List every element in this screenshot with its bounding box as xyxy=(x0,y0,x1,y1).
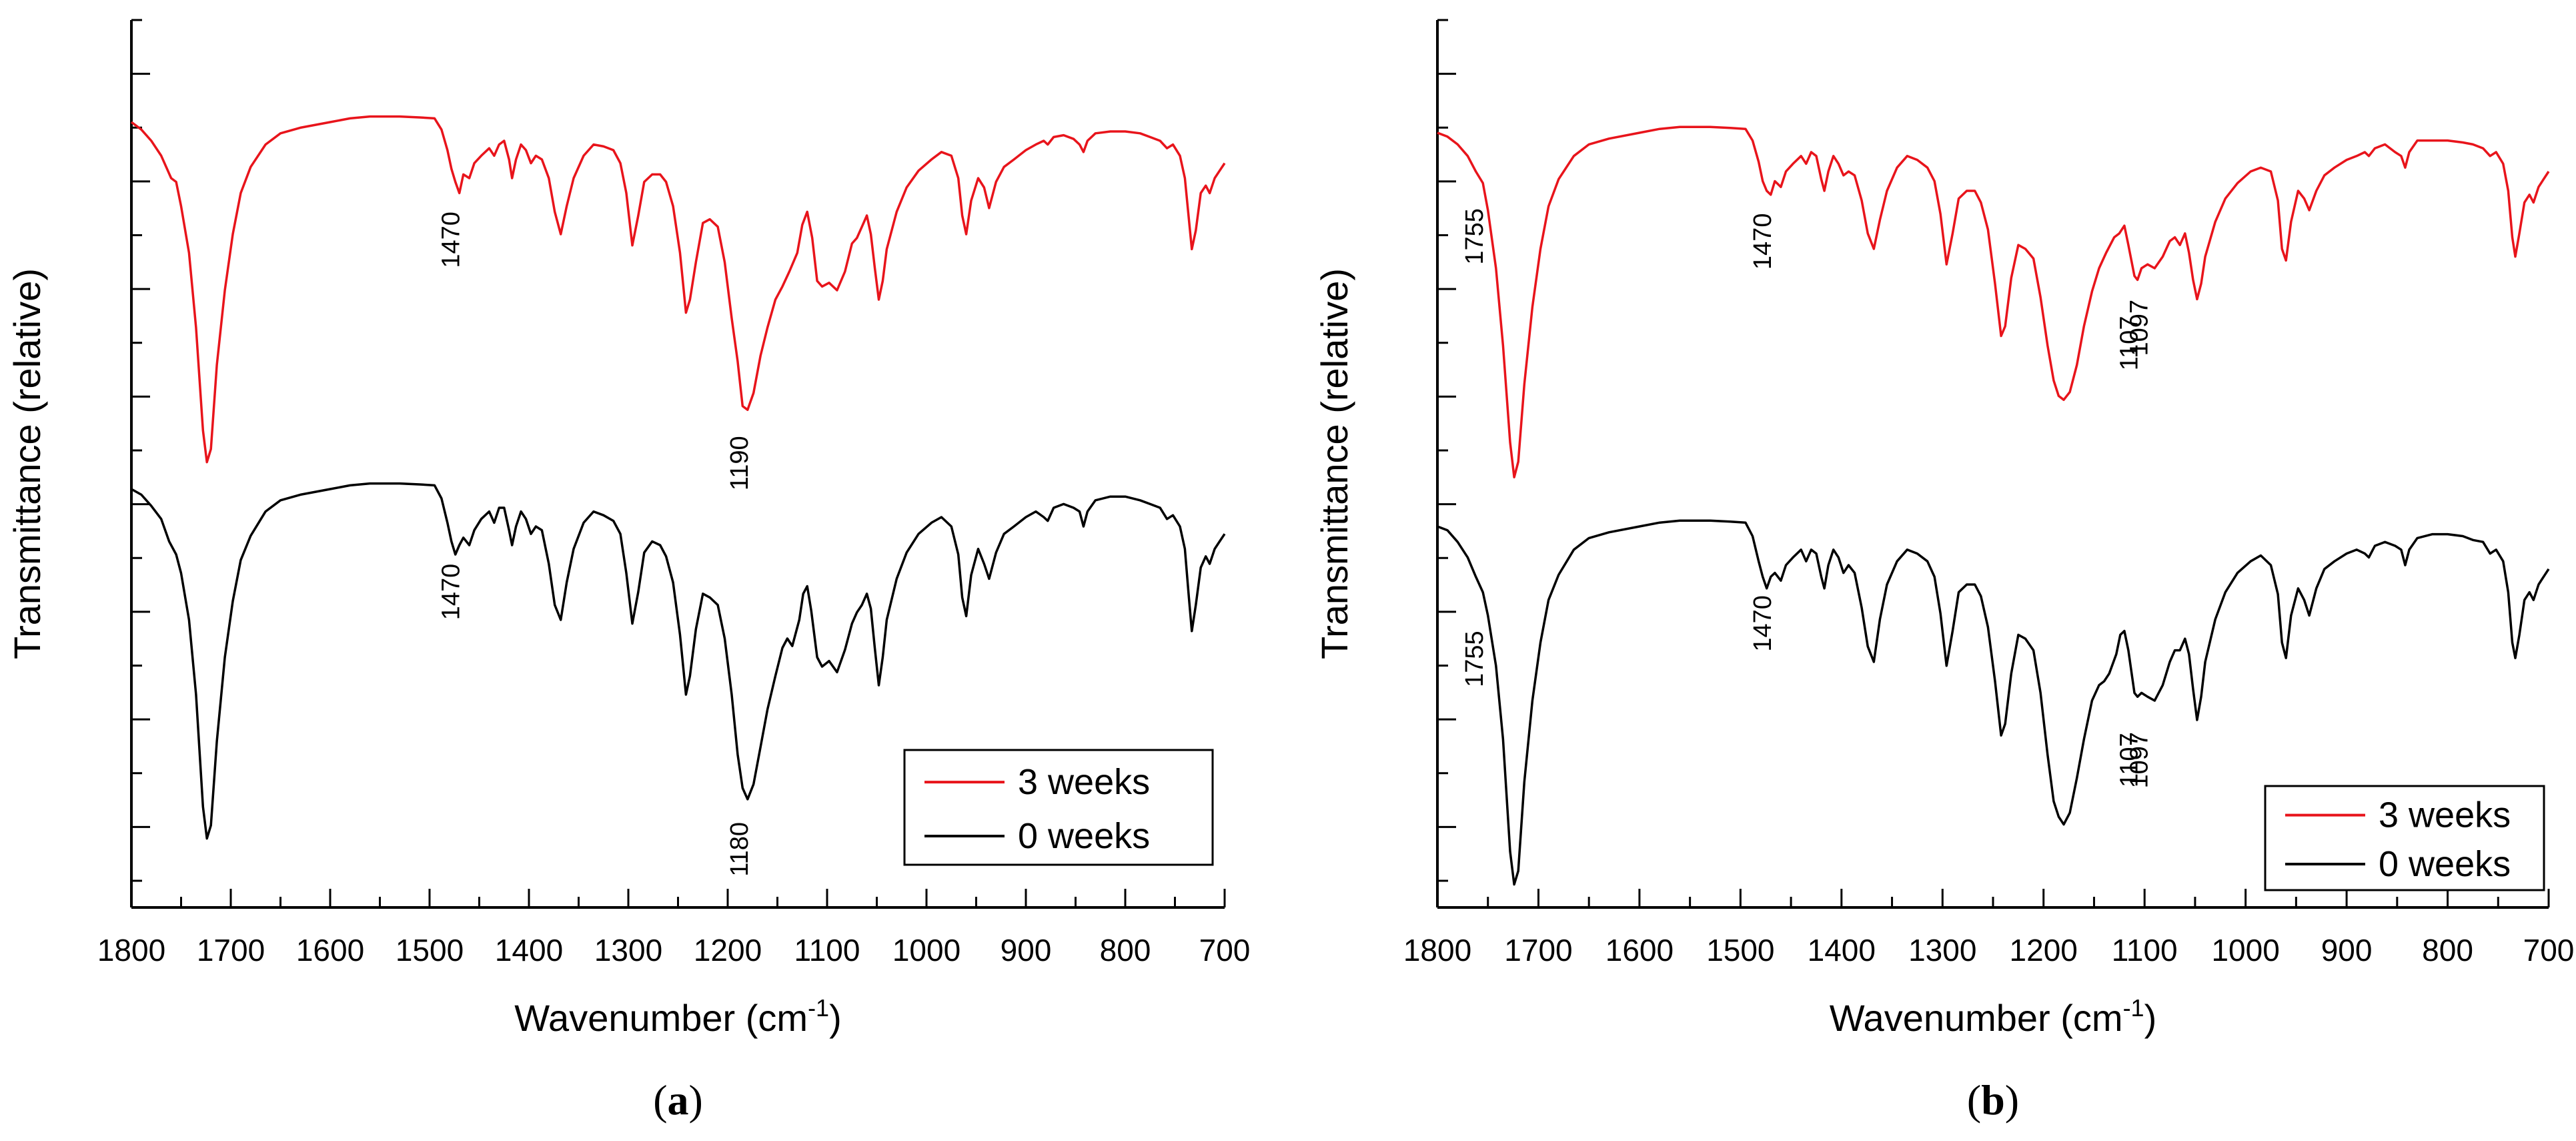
x-tick-label: 1400 xyxy=(1808,933,1876,968)
peak-label: 1190 xyxy=(726,436,754,490)
chart-panel: 1800 1700 1600 1500 1400 1300 1200 1100 1000 900 8… xyxy=(1313,19,2575,1124)
legend-label: 3 weeks xyxy=(2379,795,2511,835)
x-tick-label: 1500 xyxy=(396,933,464,968)
x-tick-label: 1600 xyxy=(296,933,364,968)
y-axis-title: Transmittance (relative) xyxy=(1313,268,1355,659)
x-tick-label: 1000 xyxy=(2211,933,2279,968)
peak-label: 1107 xyxy=(2116,733,2144,787)
x-tick-label: 1700 xyxy=(197,933,265,968)
peak-label: 1107 xyxy=(2116,316,2144,371)
x-tick-label: 800 xyxy=(2422,933,2473,968)
peak-label: 1097 xyxy=(2126,732,2154,789)
peak-label: 1180 xyxy=(726,822,754,877)
y-axis-title: Transmittance (relative) xyxy=(6,268,48,659)
chart-panel: 1800 1700 1600 1500 1400 1300 1200 1100 1000 900 8… xyxy=(6,19,1251,1124)
legend-label: 0 weeks xyxy=(2379,844,2511,884)
x-tick-label: 900 xyxy=(1001,933,1052,968)
x-tick-label: 800 xyxy=(1100,933,1151,968)
peak-label: 1755 xyxy=(1461,208,1489,265)
x-tick-label: 1200 xyxy=(694,933,762,968)
legend-label: 3 weeks xyxy=(1018,762,1150,802)
series-line-3-weeks xyxy=(130,115,1226,464)
x-tick-label: 900 xyxy=(2321,933,2373,968)
peak-label: 1097 xyxy=(2126,300,2154,356)
series-line-3-weeks xyxy=(1437,125,2550,478)
x-tick-label: 1200 xyxy=(2010,933,2078,968)
peak-label: 1470 xyxy=(1749,214,1777,270)
panel-label: (a) xyxy=(653,1076,703,1124)
x-tick-label: 1800 xyxy=(1403,933,1471,968)
legend: 3 weeks 0 weeks xyxy=(903,749,1214,866)
peak-label: 1470 xyxy=(438,212,466,268)
legend: 3 weeks 0 weeks xyxy=(2264,785,2545,891)
x-axis-title: Wavenumber (cm-1) xyxy=(1830,994,2156,1039)
legend-box xyxy=(2264,785,2545,891)
peak-label: 1470 xyxy=(1749,595,1777,652)
x-tick-label: 1600 xyxy=(1605,933,1674,968)
peak-label: 1470 xyxy=(438,564,466,621)
peak-label: 1755 xyxy=(1461,631,1489,687)
x-tick-label: 1400 xyxy=(495,933,563,968)
x-tick-label: 700 xyxy=(1199,933,1251,968)
x-tick-label: 1100 xyxy=(2112,933,2178,968)
x-tick-label: 1500 xyxy=(1706,933,1774,968)
x-tick-label: 700 xyxy=(2523,933,2575,968)
series-line-0-weeks xyxy=(1437,519,2550,886)
panel-label: (b) xyxy=(1967,1076,2019,1124)
x-tick-label: 1100 xyxy=(794,933,860,968)
x-tick-label: 1300 xyxy=(1908,933,1976,968)
legend-box xyxy=(903,749,1214,866)
x-tick-label: 1800 xyxy=(97,933,165,968)
x-tick-label: 1000 xyxy=(892,933,960,968)
x-tick-label: 1300 xyxy=(594,933,662,968)
series-line-0-weeks xyxy=(131,482,1226,840)
x-axis-title: Wavenumber (cm-1) xyxy=(514,994,841,1039)
x-tick-label: 1700 xyxy=(1504,933,1572,968)
legend-label: 0 weeks xyxy=(1018,816,1150,856)
